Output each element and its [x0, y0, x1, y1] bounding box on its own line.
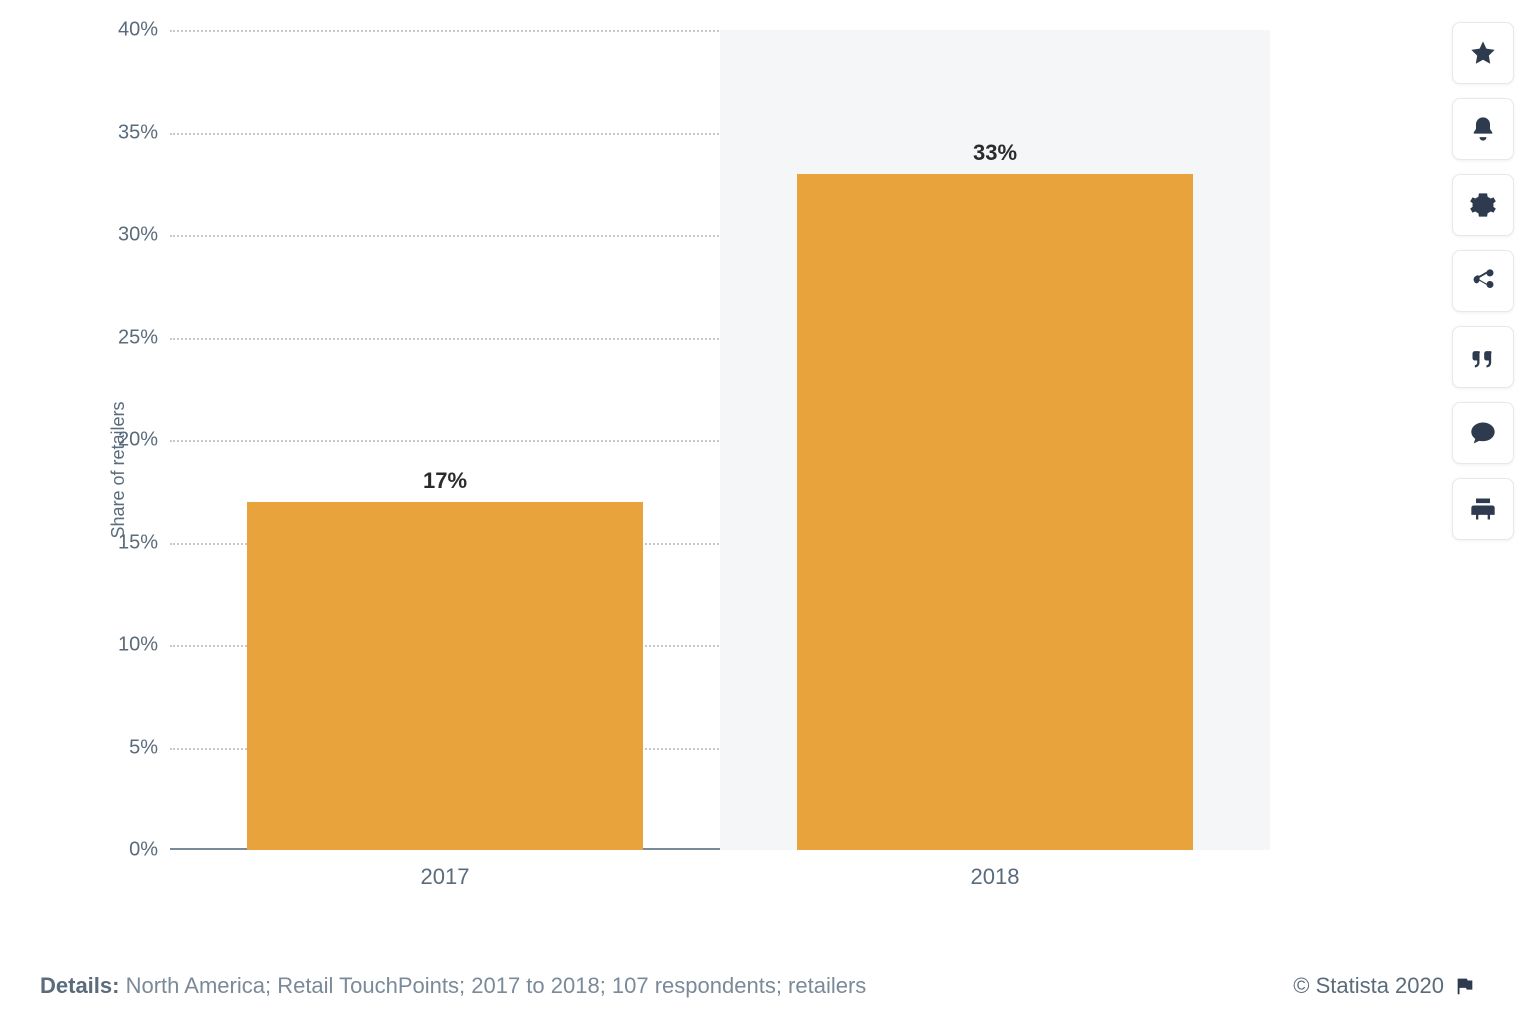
- x-tick-label: 2017: [421, 864, 470, 890]
- y-tick-label: 15%: [118, 531, 158, 554]
- copyright-text: © Statista 2020: [1293, 973, 1444, 999]
- bar[interactable]: 33%: [797, 174, 1193, 851]
- bar[interactable]: 17%: [247, 502, 643, 851]
- y-tick-label: 10%: [118, 634, 158, 657]
- chart-container: Share of retailers 0%5%10%15%20%25%30%35…: [40, 20, 1280, 920]
- y-tick-label: 40%: [118, 19, 158, 42]
- print-icon: [1469, 495, 1497, 523]
- details-value: North America; Retail TouchPoints; 2017 …: [119, 973, 866, 998]
- favorite-button[interactable]: [1452, 22, 1514, 84]
- footer-right: © Statista 2020: [1293, 973, 1476, 999]
- y-axis-label: Share of retailers: [108, 401, 129, 538]
- comment-icon: [1469, 419, 1497, 447]
- chart-footer: Details: North America; Retail TouchPoin…: [40, 973, 1476, 999]
- details-label: Details:: [40, 973, 119, 998]
- y-tick-label: 30%: [118, 224, 158, 247]
- chart-plot-area: 0%5%10%15%20%25%30%35%40%17%201733%2018: [170, 30, 1270, 850]
- flag-icon[interactable]: [1454, 975, 1476, 997]
- bar-value-label: 33%: [973, 140, 1017, 166]
- bell-icon: [1469, 115, 1497, 143]
- alert-button[interactable]: [1452, 98, 1514, 160]
- bar-slot: 33%2018: [720, 30, 1270, 850]
- cite-button[interactable]: [1452, 326, 1514, 388]
- star-icon: [1469, 39, 1497, 67]
- chart-toolbar: [1452, 22, 1514, 540]
- bar-slot: 17%2017: [170, 30, 720, 850]
- details-text: Details: North America; Retail TouchPoin…: [40, 973, 866, 999]
- share-button[interactable]: [1452, 250, 1514, 312]
- y-tick-label: 20%: [118, 429, 158, 452]
- y-tick-label: 25%: [118, 326, 158, 349]
- y-tick-label: 5%: [129, 736, 158, 759]
- x-tick-label: 2018: [971, 864, 1020, 890]
- quote-icon: [1469, 343, 1497, 371]
- comment-button[interactable]: [1452, 402, 1514, 464]
- y-tick-label: 35%: [118, 121, 158, 144]
- print-button[interactable]: [1452, 478, 1514, 540]
- gear-icon: [1469, 191, 1497, 219]
- y-tick-label: 0%: [129, 839, 158, 862]
- share-icon: [1469, 267, 1497, 295]
- bar-value-label: 17%: [423, 468, 467, 494]
- settings-button[interactable]: [1452, 174, 1514, 236]
